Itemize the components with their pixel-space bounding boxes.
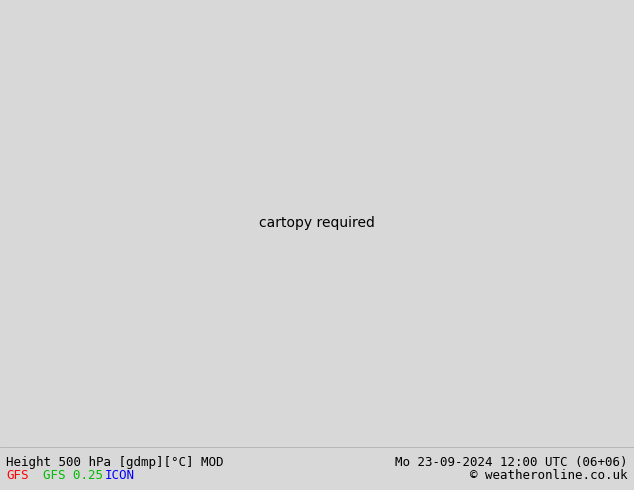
Text: © weatheronline.co.uk: © weatheronline.co.uk <box>470 469 628 482</box>
Text: Mo 23-09-2024 12:00 UTC (06+06): Mo 23-09-2024 12:00 UTC (06+06) <box>395 456 628 468</box>
Text: Height 500 hPa [gdmp][°C] MOD: Height 500 hPa [gdmp][°C] MOD <box>6 456 224 468</box>
Text: ICON: ICON <box>105 469 134 482</box>
Text: cartopy required: cartopy required <box>259 216 375 230</box>
Text: GFS: GFS <box>6 469 29 482</box>
Text: GFS 0.25: GFS 0.25 <box>43 469 103 482</box>
